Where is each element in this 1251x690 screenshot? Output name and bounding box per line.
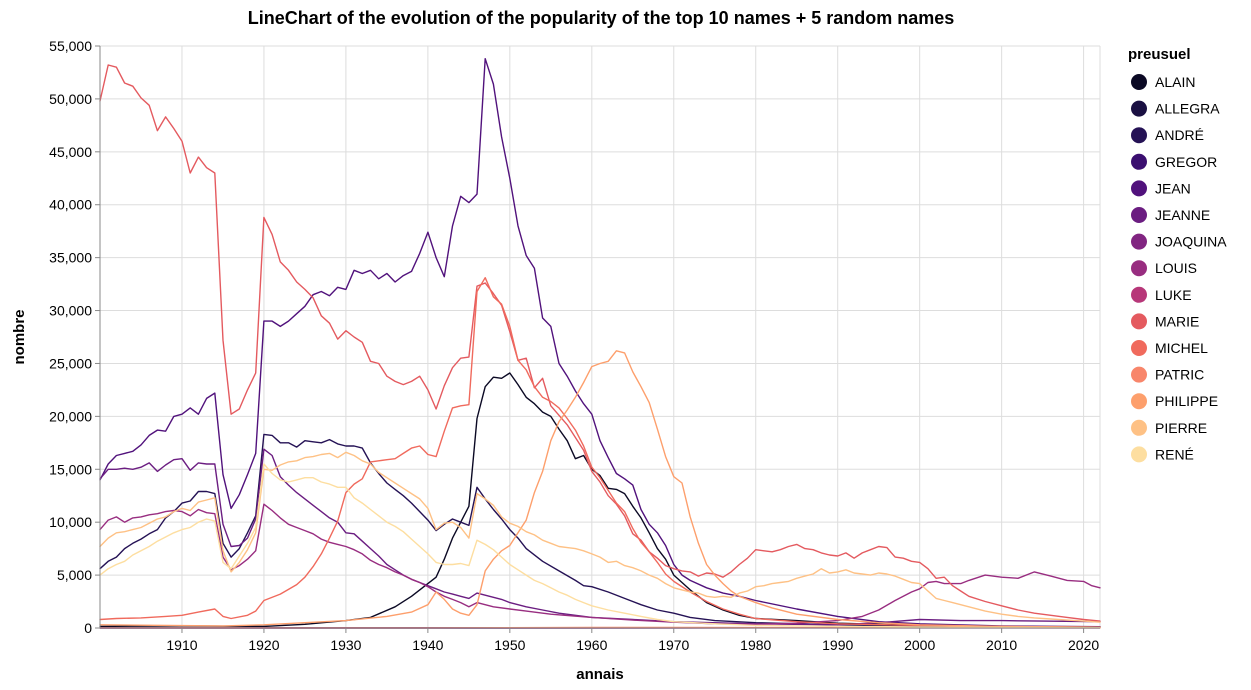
legend-label: GREGOR	[1155, 154, 1217, 170]
legend-swatch	[1131, 180, 1147, 197]
y-tick-label: 40,000	[49, 197, 92, 213]
y-axis-title: nombre	[11, 309, 28, 364]
series-line-louis	[99, 503, 1101, 625]
series-line-pierre	[99, 451, 1101, 623]
y-tick-label: 30,000	[49, 303, 92, 319]
legend: preusuel ALAIN ALLEGRA ANDRÉ GREGOR JEAN JEAN…	[1128, 46, 1227, 463]
series-line-rené	[99, 463, 1101, 629]
legend-swatch	[1131, 446, 1147, 463]
y-tick-label: 15,000	[49, 461, 92, 477]
x-tick-label: 1930	[330, 637, 361, 653]
legend-swatch	[1131, 340, 1147, 356]
axes: 0 5,000 10,000 15,000 20,000 25,000 30,000 35,0…	[49, 38, 1100, 653]
legend-swatch	[1131, 393, 1147, 410]
legend-title: preusuel	[1128, 46, 1191, 63]
x-axis-title: annais	[576, 666, 624, 683]
legend-swatch	[1131, 153, 1147, 170]
series-lines	[99, 58, 1101, 629]
legend-label: LOUIS	[1155, 260, 1197, 276]
y-tick-label: 45,000	[49, 144, 92, 160]
legend-swatch	[1131, 366, 1147, 383]
legend-label: ANDRÉ	[1155, 127, 1204, 143]
legend-label: RENÉ	[1155, 446, 1194, 462]
x-tick-label: 1920	[248, 637, 279, 653]
y-tick-label: 5,000	[57, 567, 92, 583]
legend-label: JEANNE	[1155, 207, 1210, 223]
y-tick-label: 20,000	[49, 408, 92, 424]
legend-swatch	[1131, 207, 1147, 223]
legend-label: JOAQUINA	[1155, 234, 1227, 250]
legend-label: ALLEGRA	[1155, 101, 1220, 117]
grid	[100, 45, 1101, 629]
x-tick-label: 1910	[166, 637, 197, 653]
x-tick-label: 1970	[658, 637, 689, 653]
series-line-michel	[99, 277, 1101, 628]
x-tick-label: 2000	[904, 637, 935, 653]
legend-swatch	[1131, 127, 1147, 144]
legend-swatch	[1131, 313, 1147, 330]
x-tick-label: 1990	[822, 637, 853, 653]
series-line-philippe	[99, 350, 1101, 628]
legend-label: PIERRE	[1155, 420, 1207, 436]
y-tick-label: 50,000	[49, 91, 92, 107]
legend-label: LUKE	[1155, 287, 1192, 303]
y-tick-label: 55,000	[49, 38, 92, 54]
series-line-andré	[99, 433, 1101, 629]
chart-title: LineChart of the evolution of the popula…	[248, 8, 955, 28]
y-tick-label: 25,000	[49, 355, 92, 371]
legend-label: JEAN	[1155, 180, 1191, 196]
x-tick-label: 1950	[494, 637, 525, 653]
x-tick-label: 2020	[1068, 637, 1099, 653]
legend-swatch	[1131, 286, 1147, 303]
y-tick-label: 10,000	[49, 514, 92, 530]
y-tick-label: 0	[84, 620, 92, 636]
legend-swatch	[1131, 74, 1147, 90]
y-tick-label: 35,000	[49, 250, 92, 266]
x-tick-label: 2010	[986, 637, 1017, 653]
legend-label: MARIE	[1155, 313, 1199, 329]
x-tick-label: 1940	[412, 637, 443, 653]
series-line-alain	[99, 372, 1101, 629]
legend-label: ALAIN	[1155, 74, 1195, 90]
legend-swatch	[1131, 100, 1147, 117]
legend-label: PHILIPPE	[1155, 393, 1218, 409]
x-tick-label: 1980	[740, 637, 771, 653]
legend-swatch	[1131, 233, 1147, 250]
legend-label: MICHEL	[1155, 340, 1208, 356]
legend-swatch	[1131, 419, 1147, 436]
legend-swatch	[1131, 260, 1147, 277]
series-line-marie	[99, 64, 1101, 622]
legend-label: PATRIC	[1155, 367, 1204, 383]
series-line-jean	[99, 58, 1101, 628]
x-tick-label: 1960	[576, 637, 607, 653]
